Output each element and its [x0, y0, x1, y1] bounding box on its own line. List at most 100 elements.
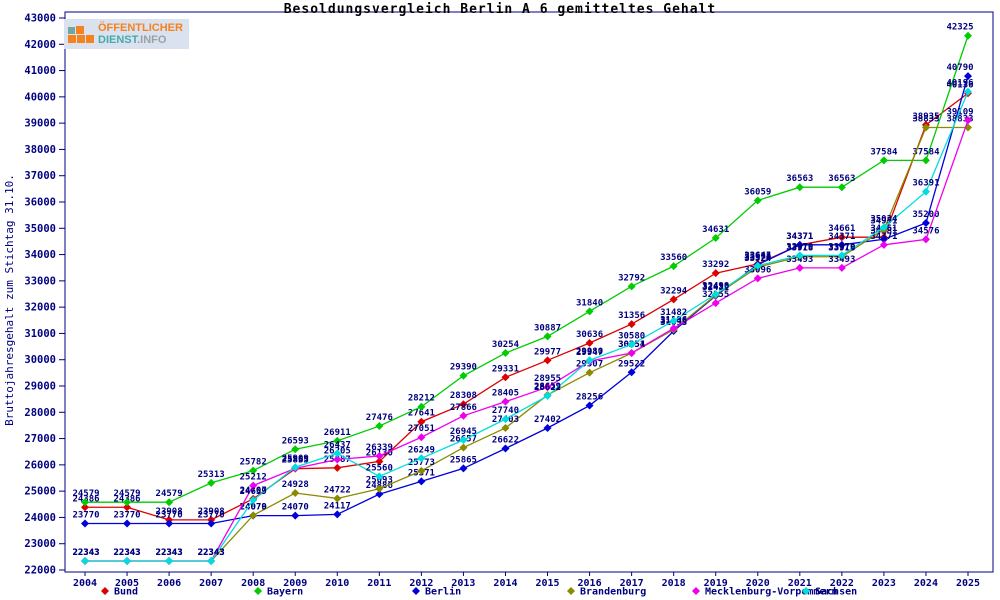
data-point-label: 29977	[534, 347, 561, 357]
data-point-label: 28622	[534, 383, 561, 393]
data-point-label: 40136	[946, 80, 973, 90]
data-point-label: 25855	[282, 456, 309, 466]
data-point-label: 22343	[156, 548, 183, 558]
data-point-marker	[459, 371, 468, 380]
data-point-label: 25560	[366, 463, 393, 473]
data-point-marker	[375, 457, 384, 466]
series-line-bund	[85, 92, 969, 521]
data-point-marker	[123, 503, 132, 512]
y-tick-label: 22000	[24, 565, 56, 577]
y-tick-label: 32000	[24, 302, 56, 314]
data-point-marker	[921, 235, 930, 244]
data-point-marker	[627, 340, 636, 349]
data-point-label: 24659	[240, 487, 267, 497]
data-point-marker	[333, 455, 342, 464]
data-point-marker	[921, 123, 930, 132]
data-point-marker	[333, 463, 342, 472]
data-point-marker	[459, 400, 468, 409]
y-tick-label: 33000	[24, 275, 56, 287]
data-point-marker	[207, 519, 216, 528]
data-point-label: 33560	[660, 253, 687, 263]
data-point-label: 37584	[870, 147, 898, 157]
y-tick-label: 35000	[24, 223, 56, 235]
data-point-label: 23770	[72, 510, 99, 520]
data-point-label: 33918	[786, 244, 813, 254]
data-point-marker	[333, 494, 342, 503]
plot-frame	[64, 11, 994, 573]
logo-line2-dienst: DIENST	[98, 34, 138, 46]
data-point-label: 25093	[366, 476, 393, 486]
data-point-marker	[375, 490, 384, 499]
data-point-label: 34371	[786, 232, 813, 242]
data-point-marker	[123, 519, 132, 528]
logo-line2-info: .INFO	[137, 34, 167, 46]
data-point-marker	[501, 349, 510, 358]
data-point-marker	[249, 511, 258, 520]
data-point-label: 33918	[828, 244, 855, 254]
data-point-label: 22343	[114, 548, 141, 558]
legend-label-mecklenburg-vorpommern: Mecklenburg-Vorpommern	[705, 587, 837, 598]
data-point-marker	[81, 503, 89, 512]
data-point-label: 30580	[618, 331, 645, 341]
data-point-label: 27866	[450, 403, 477, 413]
x-tick-label: 2025	[956, 578, 980, 589]
data-point-label: 38833	[946, 115, 973, 125]
data-point-label: 25212	[240, 473, 267, 483]
data-point-marker	[879, 156, 888, 165]
data-point-label: 28405	[492, 389, 519, 399]
data-point-label: 23908	[156, 507, 183, 517]
legend-label-bayern: Bayern	[267, 587, 303, 598]
y-tick-label: 42000	[24, 39, 56, 51]
data-point-label: 24070	[282, 503, 309, 513]
y-tick-label: 30000	[24, 354, 56, 366]
data-point-marker	[964, 72, 972, 81]
legend-label-sachsen: Sachsen	[815, 587, 857, 598]
data-point-marker	[417, 466, 426, 475]
data-point-marker	[375, 484, 384, 493]
data-point-label: 23770	[156, 510, 183, 520]
legend-label-berlin: Berlin	[425, 586, 461, 598]
x-tick-label: 2020	[746, 578, 770, 589]
x-tick-label: 2011	[367, 578, 391, 589]
data-point-marker	[123, 556, 132, 565]
data-point-marker	[417, 454, 426, 463]
data-point-label: 25909	[282, 454, 309, 464]
data-point-label: 30636	[576, 330, 603, 340]
y-tick-label: 41000	[24, 65, 56, 77]
data-point-marker	[375, 472, 384, 481]
data-point-marker	[501, 415, 510, 424]
data-point-label: 34661	[828, 224, 855, 234]
data-point-marker	[333, 436, 342, 445]
data-point-marker	[711, 269, 720, 278]
x-tick-label: 2004	[73, 578, 97, 589]
data-point-marker	[711, 233, 720, 242]
data-point-label: 32490	[702, 281, 729, 291]
data-point-marker	[207, 478, 216, 487]
x-tick-label: 2006	[157, 578, 181, 589]
data-point-label: 28212	[408, 394, 435, 404]
data-point-label: 22343	[72, 548, 99, 558]
logo-text: ÖFFENTLICHER DIENST.INFO	[98, 22, 183, 46]
series-line-sachsen	[85, 91, 969, 562]
data-point-marker	[291, 511, 300, 520]
legend-label-brandenburg: Brandenburg	[580, 587, 646, 598]
data-point-label: 29947	[576, 348, 603, 358]
data-point-marker	[543, 391, 552, 400]
data-point-label: 26945	[450, 427, 477, 437]
data-point-marker	[921, 187, 930, 196]
data-point-label: 26437	[324, 440, 351, 450]
x-tick-label: 2017	[620, 578, 644, 589]
data-point-label: 28955	[534, 374, 561, 384]
logo-line1: ÖFFENTLICHER	[98, 22, 183, 34]
data-point-marker	[921, 156, 930, 165]
data-point-marker	[753, 196, 762, 205]
data-point-label: 22343	[198, 548, 225, 558]
legend-marker-bayern	[254, 587, 262, 595]
data-point-label: 22343	[156, 548, 183, 558]
data-point-label: 22343	[72, 548, 99, 558]
data-point-marker	[669, 324, 678, 333]
series-line-brandenburg	[85, 126, 968, 562]
data-point-label: 26593	[282, 436, 309, 446]
oeffentlicher-dienst-logo: ÖFFENTLICHER DIENST.INFO	[64, 19, 189, 49]
